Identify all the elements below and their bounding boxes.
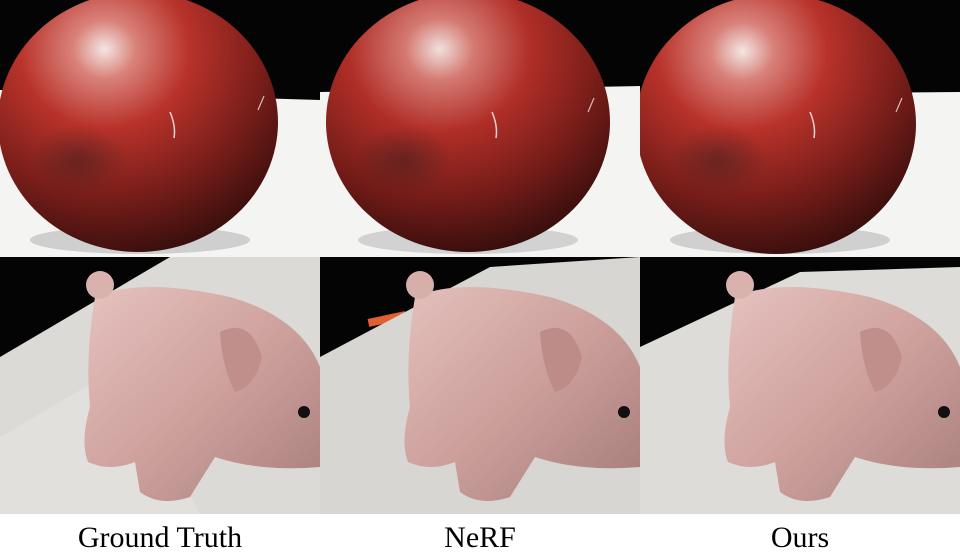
caption-row: Ground Truth NeRF Ours <box>0 514 960 559</box>
caption-nerf: NeRF <box>444 521 516 554</box>
caption-ours: Ours <box>770 521 830 554</box>
sphere-nerf-image <box>320 0 640 257</box>
pig-nerf-image <box>320 257 640 514</box>
sphere-ours-image <box>640 0 960 257</box>
caption-ground-truth: Ground Truth <box>77 521 243 554</box>
comparison-grid <box>0 0 960 514</box>
sphere-ground-truth-image <box>0 0 320 257</box>
pig-ours-image <box>640 257 960 514</box>
pig-ground-truth-image <box>0 257 320 514</box>
